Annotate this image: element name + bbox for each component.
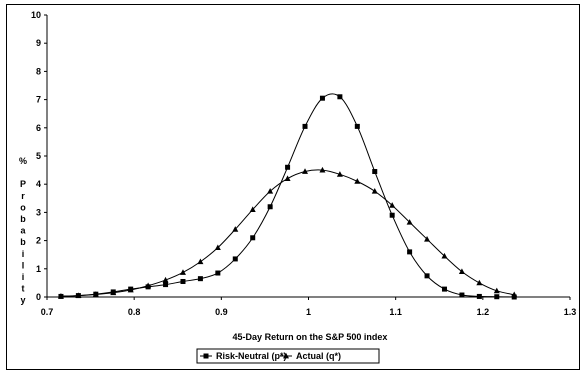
y-tick-label: 8: [36, 66, 41, 76]
y-axis-title-char: o: [20, 202, 26, 212]
triangle-point: [406, 219, 413, 225]
triangle-point: [249, 206, 256, 212]
legend-triangle-marker: [283, 352, 289, 359]
x-tick-label: 1.1: [389, 307, 402, 317]
legend: Risk-Neutral (p*) Actual (q*): [196, 348, 380, 364]
y-axis-title-char: t: [22, 284, 25, 294]
chart-axes: [46, 15, 570, 298]
y-tick-label: 9: [36, 38, 41, 48]
triangle-point: [511, 291, 518, 298]
y-tick-label: 6: [36, 123, 41, 133]
y-axis-title-char: i: [22, 249, 25, 259]
triangle-point: [424, 235, 431, 242]
square-point: [441, 286, 447, 292]
y-tick-labels: 0 1 2 3 4 5 6 7 8 9 10: [31, 10, 47, 302]
legend-square-marker: [203, 353, 209, 359]
y-tick-label: 4: [36, 179, 41, 189]
y-tick-label: 3: [36, 207, 41, 217]
y-tick-label: 0: [36, 292, 41, 302]
triangle-point: [145, 282, 152, 289]
square-point: [250, 235, 256, 241]
triangle-point: [441, 252, 448, 259]
square-point: [267, 204, 273, 210]
square-point: [215, 270, 221, 276]
square-point: [389, 212, 395, 218]
y-axis-title-char: l: [22, 260, 25, 270]
triangle-point: [110, 289, 117, 296]
y-axis-title-char: b: [20, 214, 26, 224]
series-line: [60, 93, 515, 298]
square-point: [337, 94, 343, 100]
square-point: [372, 169, 378, 175]
series-line: [60, 169, 515, 297]
square-point: [319, 95, 325, 101]
square-point: [197, 276, 203, 282]
triangle-point: [127, 286, 134, 293]
x-tick-label: 0.7: [41, 307, 54, 317]
square-point: [459, 292, 465, 298]
y-axis-title-char: a: [20, 226, 26, 236]
triangle-point: [214, 244, 221, 251]
triangle-point: [336, 171, 343, 177]
y-axis-title-char: r: [21, 191, 25, 201]
square-point: [424, 273, 430, 279]
square-point: [494, 294, 500, 300]
triangle-point: [267, 188, 274, 194]
series-actual: [57, 166, 518, 299]
legend-label: Actual (q*): [296, 351, 341, 361]
triangle-point: [371, 188, 378, 194]
x-tick-label: 0.9: [215, 307, 228, 317]
square-point: [180, 278, 186, 284]
y-tick-label: 7: [36, 95, 41, 105]
triangle-point: [232, 226, 239, 232]
x-axis-title: 45-Day Return on the S&P 500 index: [233, 332, 388, 342]
square-point: [407, 249, 413, 255]
series-risk-neutral: [58, 93, 517, 300]
triangle-point: [284, 175, 291, 181]
legend-item: Risk-Neutral (p*): [200, 351, 287, 361]
x-tick-label: 0.8: [128, 307, 141, 317]
y-axis-title-char: i: [22, 272, 25, 282]
y-axis-title-char: y: [20, 295, 25, 305]
triangle-point: [476, 279, 483, 286]
legend-label: Risk-Neutral (p*): [216, 351, 287, 361]
y-tick-label: 2: [36, 236, 41, 246]
triangle-point: [302, 168, 309, 174]
square-point: [285, 164, 291, 170]
triangle-point: [179, 269, 186, 275]
square-point: [232, 256, 238, 262]
y-axis-title-char: b: [20, 237, 26, 247]
x-tick-label: 1.3: [564, 307, 577, 317]
square-point: [302, 123, 308, 129]
square-point: [476, 293, 482, 299]
triangle-point: [389, 202, 396, 208]
y-axis-title-char: P: [20, 179, 26, 189]
y-axis-title-char: %: [19, 156, 27, 166]
x-tick-label: 1: [306, 307, 311, 317]
triangle-point: [319, 166, 326, 173]
series-layer: [57, 93, 518, 300]
square-point: [163, 282, 169, 288]
y-tick-label: 10: [31, 10, 41, 20]
square-point: [354, 123, 360, 129]
triangle-point: [493, 287, 500, 294]
triangle-point: [354, 178, 361, 184]
x-tick-labels: 0.7 0.8 0.9 1 1.1 1.2 1.3: [41, 297, 577, 317]
legend-item: Actual (q*): [280, 351, 341, 361]
y-tick-label: 5: [36, 151, 41, 161]
triangle-point: [458, 268, 465, 275]
chart-frame: [6, 4, 580, 370]
triangle-point: [92, 291, 99, 297]
y-tick-label: 1: [36, 264, 41, 274]
triangle-point: [75, 292, 82, 298]
triangle-point: [197, 258, 204, 265]
x-tick-label: 1.2: [477, 307, 490, 317]
triangle-point: [57, 292, 64, 299]
triangle-point: [162, 276, 169, 283]
